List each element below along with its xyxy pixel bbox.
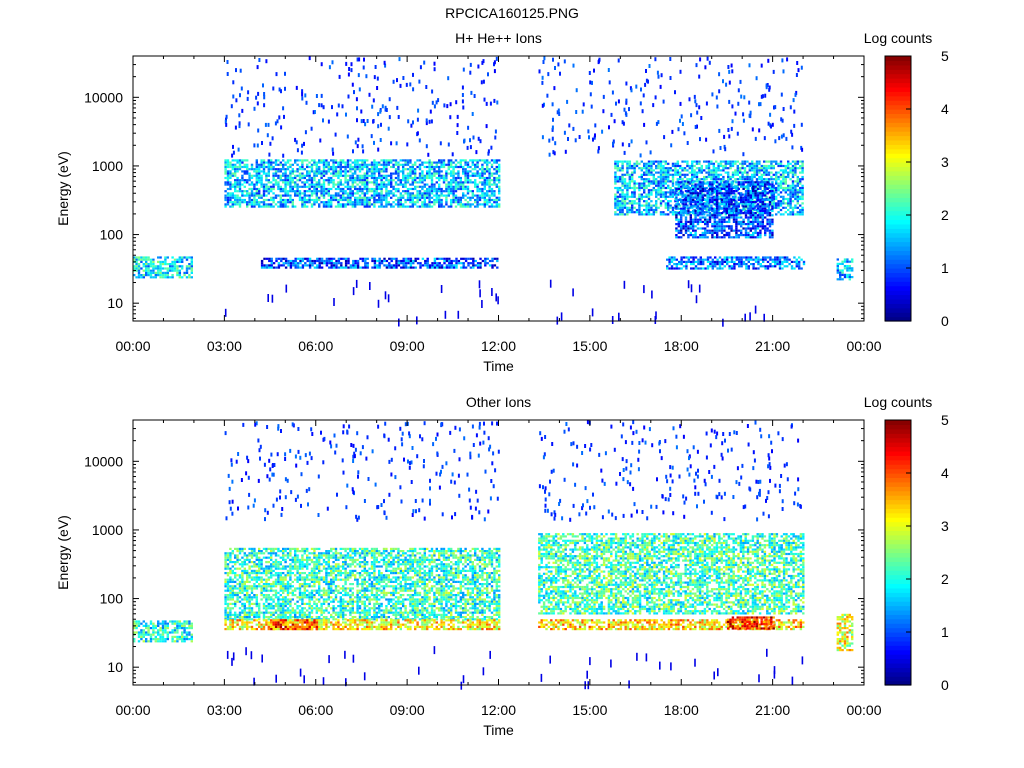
y-tick-label: 1000 xyxy=(92,158,123,174)
x-tick-label: 21:00 xyxy=(755,338,790,354)
x-tick-label: 09:00 xyxy=(390,702,425,718)
colorbar-tick-label: 4 xyxy=(941,465,949,481)
figure-title: RPCICA160125.PNG xyxy=(445,5,579,21)
x-tick-label: 21:00 xyxy=(755,702,790,718)
colorbar-label: Log counts xyxy=(864,30,933,46)
y-axis-label: Energy (eV) xyxy=(55,515,71,590)
colorbar-tick-label: 5 xyxy=(941,48,949,64)
x-tick-label: 00:00 xyxy=(115,338,150,354)
y-tick-label: 10 xyxy=(107,295,123,311)
colorbar-tick-label: 2 xyxy=(941,571,949,587)
heatmap-cells xyxy=(133,56,854,327)
x-tick-label: 03:00 xyxy=(207,338,242,354)
x-tick-label: 03:00 xyxy=(207,702,242,718)
x-tick-label: 00:00 xyxy=(846,702,881,718)
panel-other-ions: Other Ions 00:00 03:00 06:00 09:00 12:00 15:00… xyxy=(0,364,1024,744)
x-tick-label: 18:00 xyxy=(664,338,699,354)
x-tick-label: 00:00 xyxy=(846,338,881,354)
y-tick-label: 100 xyxy=(100,227,124,243)
colorbar-tick-label: 0 xyxy=(941,313,949,329)
x-tick-label: 12:00 xyxy=(481,338,516,354)
x-tick-label: 06:00 xyxy=(298,702,333,718)
y-tick-label: 10000 xyxy=(84,89,123,105)
y-tick-label: 10000 xyxy=(84,453,123,469)
y-tick-label: 1000 xyxy=(92,522,123,538)
x-tick-label: 09:00 xyxy=(390,338,425,354)
y-tick-label: 10 xyxy=(107,659,123,675)
spectrogram-svg: Other Ions 00:00 03:00 06:00 09:00 12:00 15:00… xyxy=(55,394,949,738)
colorbar-tick-label: 1 xyxy=(941,624,949,640)
colorbar-tick-label: 2 xyxy=(941,207,949,223)
colorbar: 0 1 2 3 4 5 Log counts xyxy=(864,394,949,693)
panel-h-he-ions: H+ He++ Ions 00:00 03:00 06:00 09:00 12:00 15:… xyxy=(0,0,1024,380)
x-tick-label: 15:00 xyxy=(572,702,607,718)
colorbar-tick-label: 1 xyxy=(941,260,949,276)
x-axis-label: Time xyxy=(483,722,514,738)
colorbar: 0 1 2 3 4 5 Log counts xyxy=(864,30,949,329)
spectrogram-svg: H+ He++ Ions 00:00 03:00 06:00 09:00 12:00 15:… xyxy=(55,30,949,374)
y-axis-label: Energy (eV) xyxy=(55,151,71,226)
x-axis-label: Time xyxy=(483,358,514,374)
x-tick-label: 12:00 xyxy=(481,702,516,718)
x-tick-label: 18:00 xyxy=(664,702,699,718)
y-tick-label: 100 xyxy=(100,591,124,607)
panel-title: H+ He++ Ions xyxy=(455,30,542,46)
colorbar-tick-label: 3 xyxy=(941,154,949,170)
panel-title: Other Ions xyxy=(466,394,531,410)
colorbar-tick-label: 4 xyxy=(941,101,949,117)
colorbar-label: Log counts xyxy=(864,394,933,410)
heatmap-cells xyxy=(133,420,854,690)
x-tick-label: 00:00 xyxy=(115,702,150,718)
colorbar-tick-label: 5 xyxy=(941,412,949,428)
x-tick-label: 15:00 xyxy=(572,338,607,354)
x-tick-label: 06:00 xyxy=(298,338,333,354)
colorbar-tick-label: 0 xyxy=(941,677,949,693)
colorbar-tick-label: 3 xyxy=(941,518,949,534)
